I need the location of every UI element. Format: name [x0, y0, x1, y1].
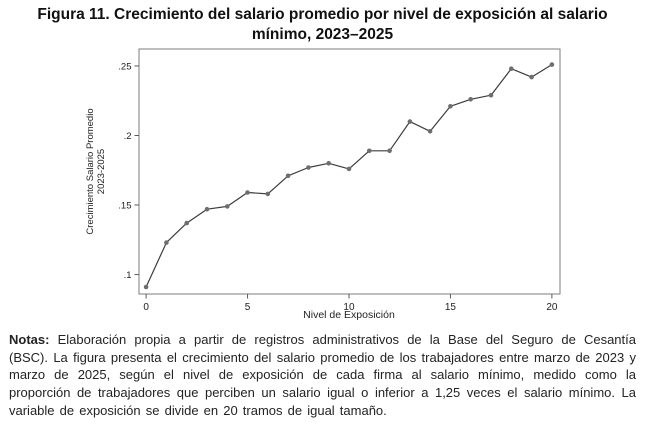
data-point	[245, 190, 250, 195]
data-point	[346, 166, 352, 172]
data-point	[387, 148, 392, 154]
y-tick-label: .25	[118, 61, 131, 72]
figure-notes: Notas: Elaboración propia a partir de re…	[9, 331, 636, 419]
trend-line	[145, 64, 553, 288]
notes-text: Elaboración propia a partir de registros…	[9, 332, 636, 418]
y-tick-label: .1	[124, 270, 132, 281]
x-tick-label: 15	[445, 302, 457, 313]
x-tick-label: 20	[546, 302, 558, 313]
data-point	[225, 204, 230, 209]
data-point	[265, 191, 271, 197]
x-axis-label: Nivel de Exposición	[303, 309, 395, 321]
data-point	[509, 66, 514, 71]
data-point	[488, 92, 494, 98]
chart-dynamic-layer: .1 .15 .2 .25 0 5 10 15 20	[118, 61, 558, 313]
line-chart: .1 .15 .2 .25 0 5 10 15 20 Nivel de Exposición C…	[85, 48, 561, 321]
notes-label: Notas:	[9, 332, 50, 347]
data-point	[164, 240, 169, 245]
data-point	[306, 165, 311, 170]
data-point	[326, 161, 332, 166]
plot-border	[138, 48, 561, 295]
y-tick-label: .2	[124, 131, 132, 142]
data-point	[529, 74, 534, 80]
data-point	[285, 173, 291, 179]
y-axis-label-line2: 2023-2025	[96, 149, 107, 194]
data-point	[448, 104, 453, 109]
data-point	[407, 119, 413, 124]
x-tick-label: 10	[343, 302, 355, 313]
y-tick-label: .15	[118, 200, 131, 211]
x-tick-label: 5	[245, 302, 251, 313]
data-point	[468, 97, 474, 102]
data-point	[184, 220, 189, 226]
x-tick-label: 0	[143, 302, 149, 313]
y-axis-label-line1: Crecimiento Salario Promedio	[85, 108, 96, 234]
figure-title-text: Figura 11. Crecimiento del salario prome…	[37, 6, 608, 43]
data-point	[549, 62, 555, 67]
figure-title: Figura 11. Crecimiento del salario prome…	[0, 5, 645, 45]
data-point	[367, 148, 372, 154]
data-point	[427, 129, 433, 134]
data-point	[143, 284, 149, 290]
data-point	[204, 206, 210, 212]
